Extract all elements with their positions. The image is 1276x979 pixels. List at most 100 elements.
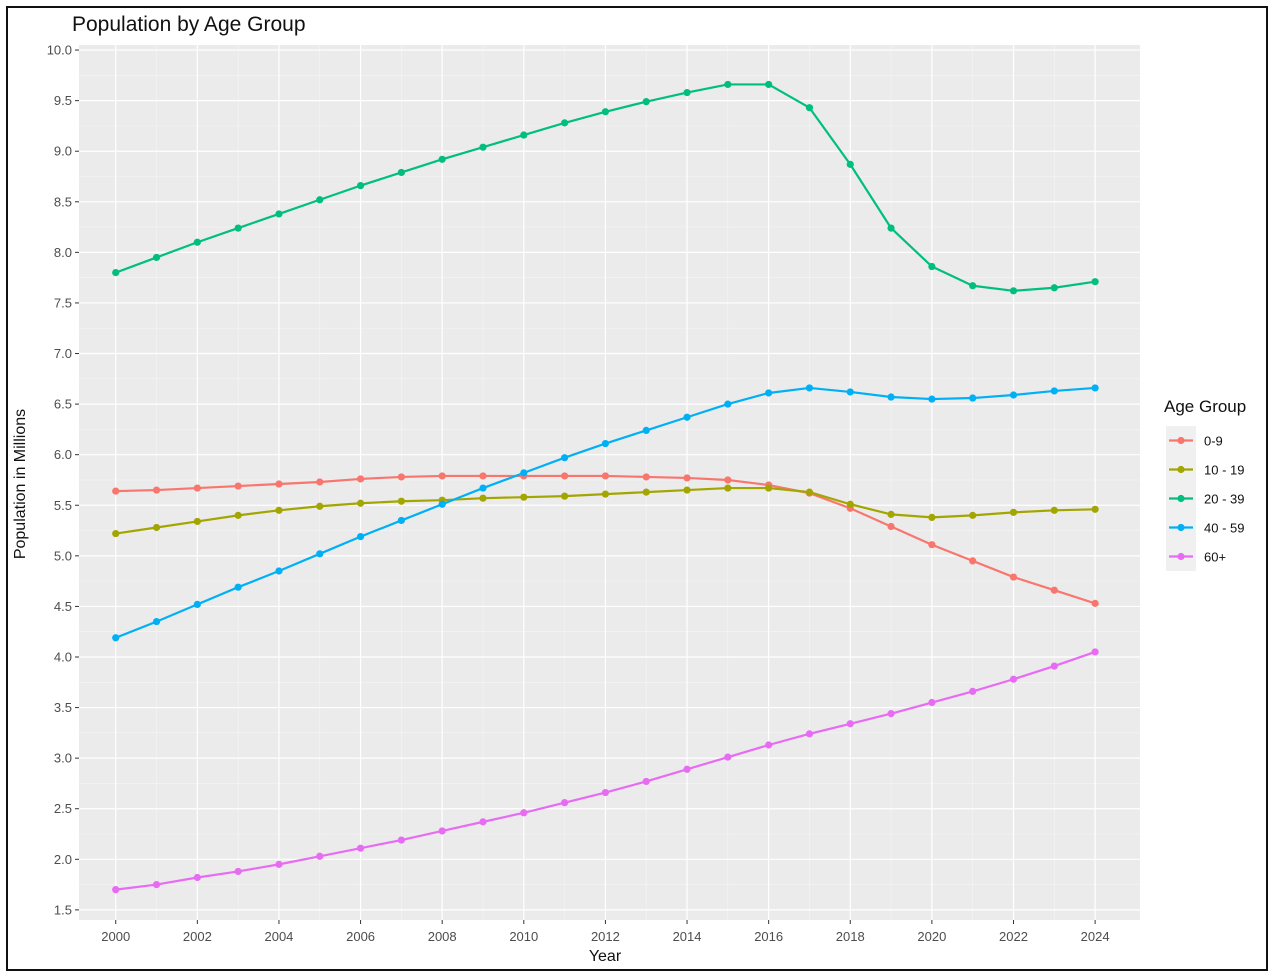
y-tick-label: 9.5: [54, 93, 72, 108]
y-tick-label: 6.0: [54, 447, 72, 462]
data-point: [765, 484, 773, 492]
data-point: [193, 517, 201, 526]
data-point: [887, 710, 895, 718]
data-point: [765, 741, 773, 749]
legend-key-point: [1177, 465, 1185, 474]
x-tick-label: 2016: [754, 929, 783, 944]
data-point: [112, 634, 120, 642]
data-point: [1091, 648, 1099, 656]
data-point: [928, 698, 936, 707]
data-point: [928, 541, 936, 549]
data-point: [1091, 505, 1099, 513]
x-tick-label: 2002: [183, 929, 212, 944]
data-point: [520, 493, 528, 501]
legend-key-point: [1177, 523, 1185, 532]
data-point: [1050, 387, 1058, 395]
data-point: [438, 472, 446, 480]
data-point: [765, 389, 773, 397]
chart-title: Population by Age Group: [72, 13, 306, 36]
x-axis-title: Year: [589, 948, 622, 965]
data-point: [1091, 599, 1099, 607]
data-point: [1009, 287, 1018, 295]
data-point: [397, 516, 405, 525]
legend-key-point: [1177, 494, 1185, 503]
y-tick-label: 5.5: [54, 498, 72, 513]
data-point: [561, 799, 569, 807]
data-point: [969, 394, 977, 402]
line-chart: Population by Age Group 1.5 2.0 2.5 3.0 3.5 4…: [12, 13, 1246, 965]
data-point: [112, 487, 120, 495]
legend-key-point: [1177, 436, 1185, 445]
y-tick-label: 7.5: [54, 295, 72, 310]
data-point: [683, 765, 691, 773]
y-tick-label: 10.0: [47, 43, 72, 58]
data-point: [928, 262, 936, 271]
data-point: [561, 119, 569, 127]
data-point: [193, 873, 201, 882]
data-point: [316, 196, 324, 204]
data-point: [152, 486, 161, 494]
data-point: [234, 867, 242, 876]
y-tick-label: 7.0: [54, 346, 72, 361]
data-point: [1009, 573, 1018, 581]
legend-title: Age Group: [1164, 397, 1246, 416]
data-point: [152, 253, 161, 262]
data-point: [683, 413, 691, 421]
x-tick-label: 2014: [673, 929, 702, 944]
x-tick-label: 2000: [101, 929, 130, 944]
data-point: [642, 98, 650, 106]
data-point: [356, 533, 365, 541]
legend-label: 40 - 59: [1204, 521, 1244, 536]
data-point: [805, 104, 814, 112]
data-point: [601, 472, 610, 480]
data-point: [642, 426, 650, 435]
data-point: [479, 484, 487, 492]
y-tick-label: 6.5: [54, 397, 72, 412]
legend: Age Group 0-9 10 - 19 20 - 39 40 - 59 60+: [1164, 397, 1246, 571]
data-point: [724, 400, 732, 408]
data-point: [152, 523, 161, 532]
y-tick-label: 4.5: [54, 599, 72, 614]
data-point: [234, 583, 242, 591]
data-point: [356, 475, 365, 483]
data-point: [846, 388, 854, 396]
y-tick-label: 9.0: [54, 144, 72, 159]
x-tick-label: 2008: [428, 929, 457, 944]
legend-label: 60+: [1204, 550, 1226, 565]
data-point: [520, 131, 528, 139]
data-point: [805, 384, 814, 392]
data-point: [112, 269, 120, 277]
data-point: [193, 484, 201, 492]
data-point: [356, 182, 365, 190]
data-point: [683, 486, 691, 494]
data-point: [234, 224, 242, 232]
grid-lines: [79, 45, 1140, 920]
data-point: [1050, 586, 1058, 594]
data-point: [601, 788, 610, 797]
data-point: [642, 777, 650, 786]
data-point: [846, 720, 854, 728]
data-point: [152, 617, 161, 626]
data-point: [112, 886, 120, 894]
legend-label: 20 - 39: [1204, 492, 1244, 507]
data-point: [683, 88, 691, 97]
data-point: [805, 488, 814, 496]
data-point: [601, 108, 610, 116]
data-point: [724, 484, 732, 492]
x-tick-label: 2024: [1081, 929, 1110, 944]
data-point: [1050, 662, 1058, 670]
x-tick-label: 2022: [999, 929, 1028, 944]
data-point: [642, 488, 650, 496]
data-point: [561, 472, 569, 480]
data-point: [479, 494, 487, 502]
data-point: [316, 478, 324, 486]
data-point: [805, 730, 814, 738]
data-point: [765, 80, 773, 89]
data-point: [969, 511, 977, 519]
data-point: [479, 143, 487, 151]
data-point: [356, 844, 365, 852]
data-point: [438, 500, 446, 508]
data-point: [316, 502, 324, 510]
x-tick-label: 2012: [591, 929, 620, 944]
y-tick-label: 3.0: [54, 751, 72, 766]
